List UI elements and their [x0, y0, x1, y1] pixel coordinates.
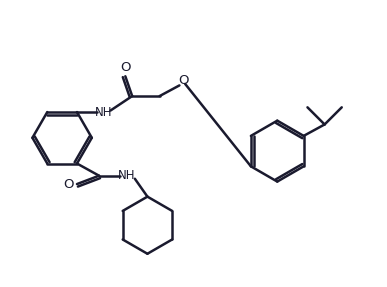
- Text: O: O: [120, 61, 130, 74]
- Text: NH: NH: [95, 106, 112, 119]
- Text: NH: NH: [118, 169, 135, 182]
- Text: O: O: [63, 178, 74, 191]
- Text: O: O: [178, 74, 188, 87]
